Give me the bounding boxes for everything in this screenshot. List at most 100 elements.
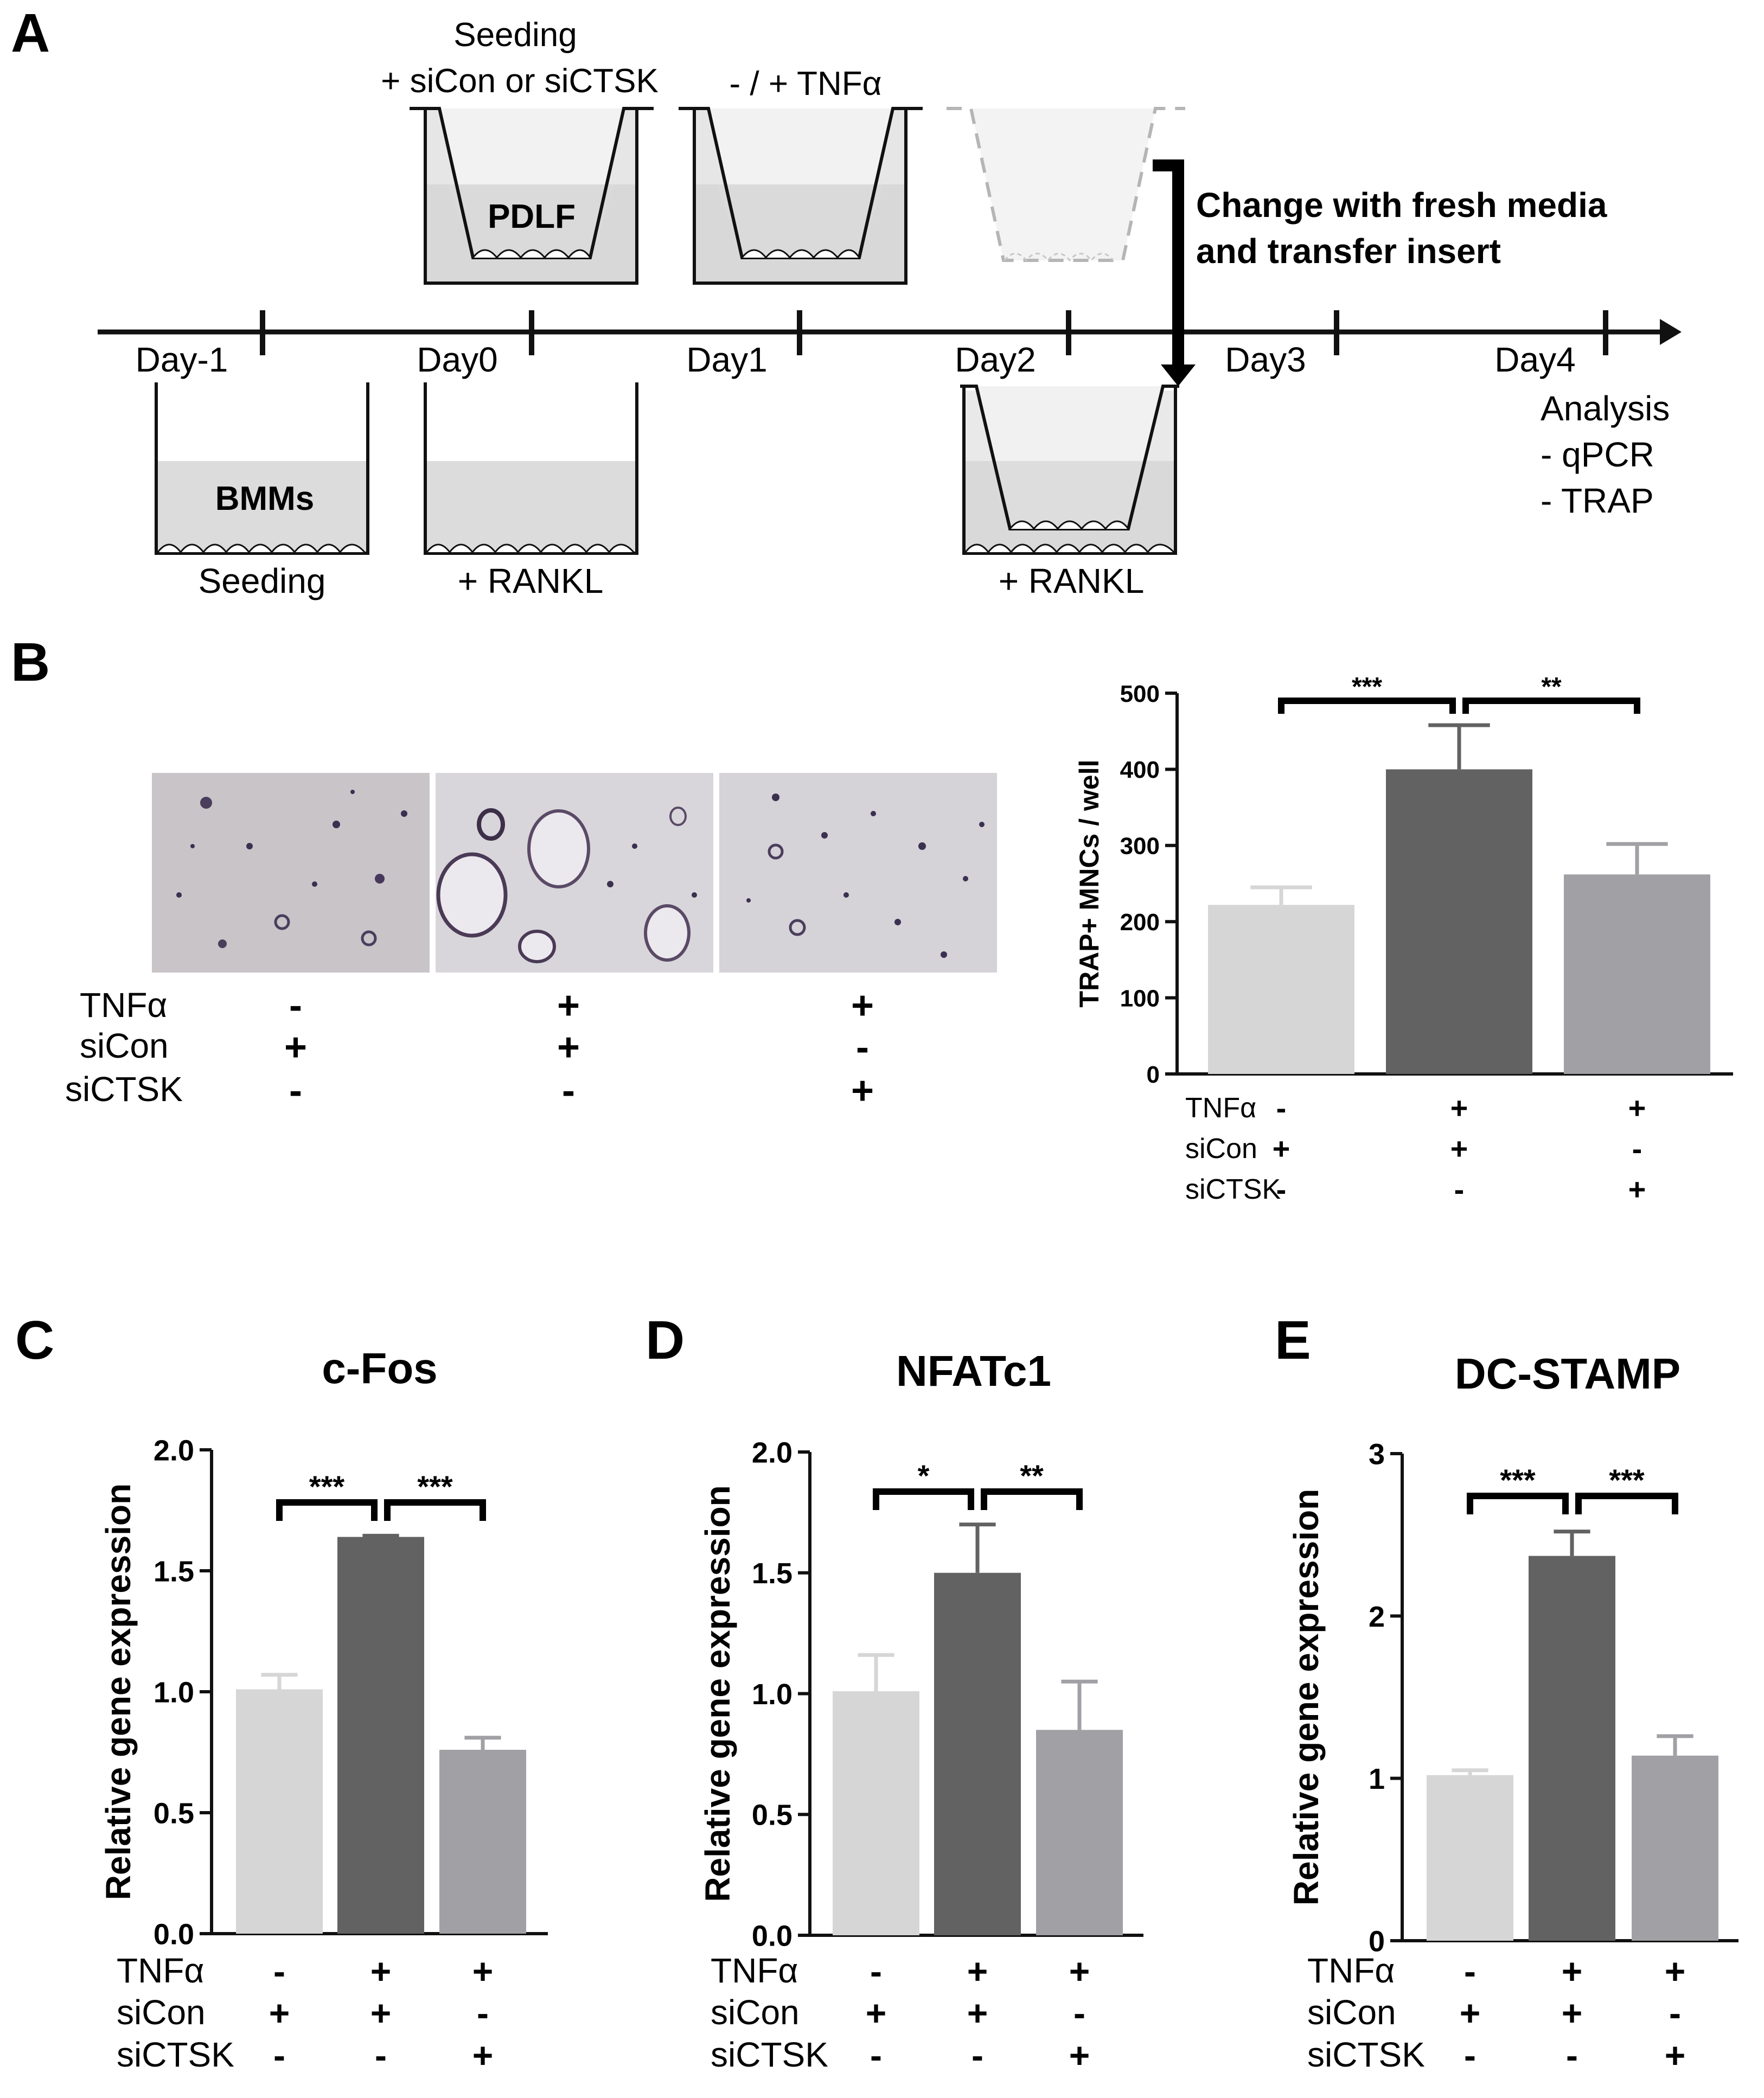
bar-2 [934, 1572, 1021, 1935]
condition-label: siCon [117, 1993, 206, 2032]
transwell-seeding-pdlf [410, 107, 654, 285]
pdlf-label: PDLF [488, 198, 576, 235]
significance-bracket [384, 1499, 486, 1521]
rankl-day0: + RANKL [458, 561, 604, 600]
y-tick-label: 2.0 [752, 1436, 792, 1469]
analysis-title: Analysis [1541, 389, 1670, 428]
y-axis-label: Relative gene expression [1287, 1489, 1326, 1905]
condition-sign: + [1562, 1993, 1583, 2033]
y-axis-label: Relative gene expression [99, 1483, 138, 1900]
seeding-top-line2: + siCon or siCTSK [381, 62, 659, 100]
y-tick-label: 300 [1120, 833, 1160, 860]
y-tick-label: 1.5 [154, 1555, 194, 1588]
y-tick-label: 400 [1120, 757, 1160, 783]
condition-sign: - [1464, 1951, 1476, 1991]
day-label-4: Day4 [1494, 340, 1575, 379]
left-sign: + [851, 984, 874, 1027]
transwell-tnf [679, 107, 923, 285]
bar-2 [1386, 769, 1532, 1074]
significance-bracket [1467, 1493, 1569, 1514]
condition-sign: - [273, 1951, 285, 1991]
left-sign: - [289, 1069, 302, 1112]
condition-sign: + [967, 1993, 988, 2033]
y-axis-label: Relative gene expression [698, 1485, 737, 1902]
bar-1 [1427, 1775, 1513, 1941]
seeding-bottom: Seeding [199, 561, 326, 600]
condition-sign: + [370, 1993, 392, 2033]
y-tick-label: 1.0 [752, 1678, 792, 1711]
y-tick-label: 2.0 [154, 1434, 194, 1467]
condition-label: siCon [1307, 1993, 1396, 2032]
seeding-top-line1: Seeding [453, 16, 577, 54]
significance-label: *** [1500, 1463, 1536, 1497]
condition-sign: + [472, 2035, 494, 2075]
analysis-trap: - TRAP [1541, 481, 1654, 520]
y-tick-label: 2 [1369, 1601, 1385, 1633]
condition-label: TNFα [711, 1951, 798, 1990]
left-sign: - [856, 1026, 869, 1069]
day-label-3: Day3 [1225, 340, 1306, 379]
y-tick-label: 500 [1120, 681, 1160, 707]
condition-label: TNFα [1307, 1951, 1395, 1990]
significance-label: *** [1352, 673, 1382, 701]
left-sign: + [557, 1026, 580, 1069]
significance-label: ** [1020, 1459, 1044, 1493]
timeline [98, 310, 1682, 355]
significance-label: *** [1609, 1463, 1645, 1497]
y-tick-label: 0 [1369, 1925, 1385, 1958]
day-label-2: Day2 [955, 340, 1036, 379]
y-tick-label: 0 [1147, 1061, 1160, 1088]
y-tick-label: 1.5 [752, 1557, 792, 1590]
panel-letter-b: B [11, 632, 50, 693]
significance-bracket [873, 1488, 974, 1510]
condition-sign: - [870, 2035, 882, 2075]
micrograph-1 [152, 773, 430, 973]
significance-bracket [1575, 1493, 1678, 1514]
transfer-arrow [1153, 159, 1196, 386]
well-rankl-day0 [424, 382, 638, 555]
y-axis-label: TRAP+ MNCs / well [1074, 759, 1104, 1007]
left-sign: - [562, 1069, 575, 1112]
condition-sign: + [370, 1951, 392, 1991]
left-cond-label-sicon: siCon [80, 1026, 169, 1065]
condition-sign: - [375, 2035, 387, 2075]
bar-1 [833, 1691, 919, 1935]
bar-1 [236, 1689, 323, 1934]
condition-label: TNFα [117, 1951, 204, 1990]
well-bmms [155, 382, 369, 555]
bmms-label: BMMs [215, 480, 315, 517]
significance-label: ** [1541, 673, 1562, 701]
chart-dc-stamp: DC-STAMP 0 1 2 3 Relative gene expression *** *… [1287, 1349, 1739, 2075]
chart-title: c-Fos [322, 1344, 437, 1392]
bar-3 [439, 1750, 526, 1934]
condition-sign: + [472, 1951, 494, 1991]
left-cond-label-sictsk: siCTSK [65, 1070, 183, 1109]
y-tick-label: 0.5 [752, 1799, 792, 1832]
y-tick-label: 3 [1369, 1438, 1385, 1470]
condition-label: siCTSK [117, 2035, 234, 2074]
significance-label: *** [417, 1469, 453, 1504]
condition-sign: + [1450, 1131, 1468, 1166]
left-sign: + [557, 984, 580, 1027]
condition-label: siCTSK [1185, 1174, 1281, 1205]
analysis-qpcr: - qPCR [1541, 435, 1654, 474]
day-label-0: Day0 [417, 340, 497, 379]
condition-sign: - [870, 1951, 882, 1991]
condition-label: siCon [1185, 1133, 1257, 1165]
tnf-label-top: - / + TNFα [730, 65, 882, 103]
faded-insert [947, 107, 1185, 262]
condition-sign: + [1460, 1993, 1481, 2033]
change-text-line2: and transfer insert [1196, 232, 1501, 271]
condition-sign: - [1464, 2035, 1476, 2075]
y-tick-label: 0.5 [154, 1797, 194, 1830]
condition-sign: - [1454, 1172, 1465, 1206]
condition-sign: - [1276, 1172, 1287, 1206]
rankl-day2: + RANKL [999, 561, 1145, 600]
condition-sign: - [1669, 1993, 1681, 2033]
significance-bracket [981, 1488, 1083, 1510]
chart-title: NFATc1 [896, 1347, 1051, 1395]
condition-sign: + [1665, 1951, 1686, 1991]
significance-bracket [276, 1499, 378, 1521]
